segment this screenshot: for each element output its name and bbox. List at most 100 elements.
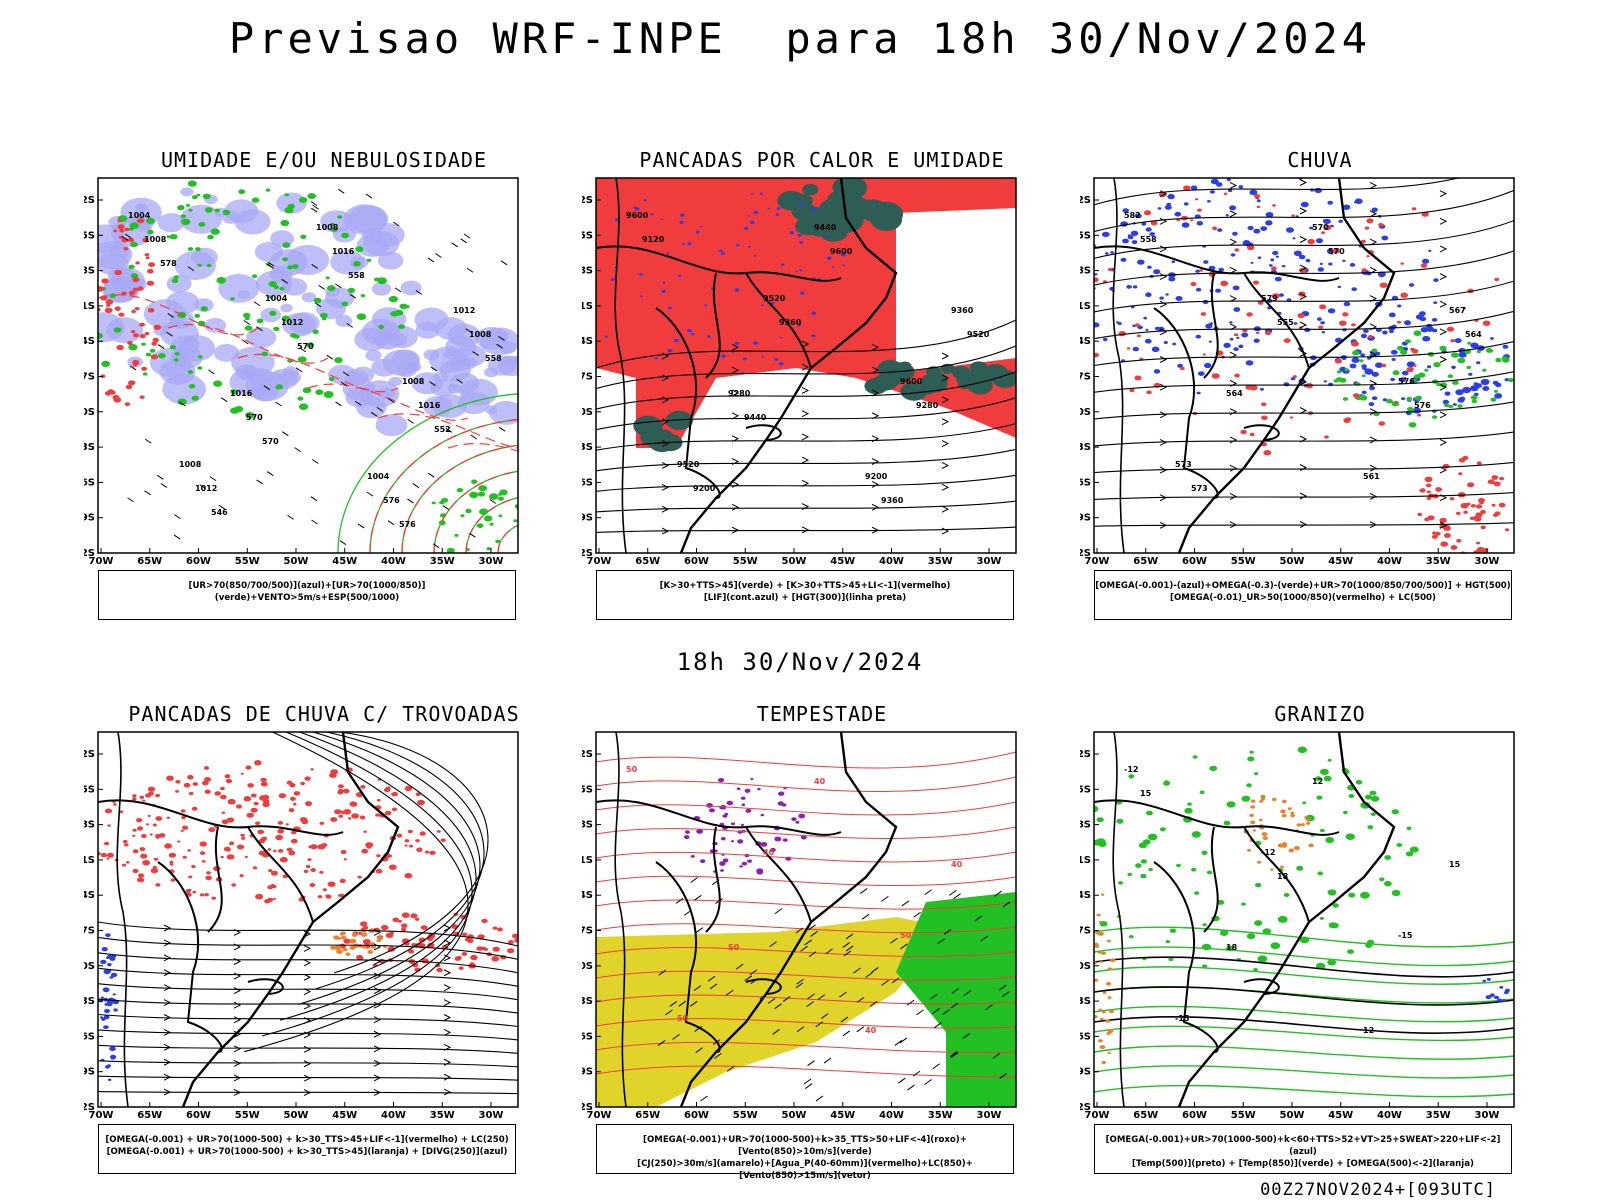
humidity-850-500-area (430, 379, 456, 397)
humidity-1000-850-contour (216, 277, 226, 284)
streamline-arrow (1229, 408, 1238, 416)
omega-humidity-area (1283, 382, 1290, 387)
omega-strong-area (1344, 368, 1349, 372)
wind-vector (435, 253, 442, 258)
severe-convection-area (720, 837, 726, 841)
wind-850-vector (807, 993, 815, 1000)
humidity-1000-850-contour (329, 222, 335, 226)
wind-vector (122, 236, 129, 241)
humidity-1000-850-contour (520, 507, 529, 513)
west-coastline (1112, 732, 1125, 1107)
contour-label: 1004 (128, 211, 151, 220)
humidity-1000-850-contour (328, 377, 335, 382)
omega-ur50-area (1400, 262, 1404, 265)
omega-humidity-area (1196, 221, 1204, 226)
wind-vector (310, 496, 318, 502)
omega-humidity-area (1419, 316, 1427, 322)
streamline-arrow (941, 374, 950, 382)
thunderstorm-area (226, 817, 235, 823)
lifted-index-contour (781, 263, 785, 266)
streamline-arrow (871, 480, 880, 488)
omega-humidity-area (1388, 312, 1396, 318)
humidity-1000-850-contour (191, 395, 199, 401)
omega-ur50-area (1368, 335, 1373, 339)
lon-tick-label: 55W (235, 1110, 260, 1121)
omega-humidity-area (1322, 219, 1327, 222)
lifted-index-contour (695, 230, 700, 234)
lifted-index-contour (655, 357, 658, 360)
streamline-arrow (941, 352, 950, 360)
humidity-1000-850-contour (499, 489, 508, 496)
streamline-arrow (1439, 300, 1448, 308)
contour-label: 9280 (728, 389, 751, 398)
omega-humidity-area (1379, 274, 1384, 278)
streamline-arrow (1299, 492, 1308, 500)
thunderstorm-area (267, 897, 274, 902)
thunderstorm-area (255, 893, 264, 900)
omega-500-area (1252, 829, 1257, 832)
wind-850-vector (881, 979, 889, 986)
red-contour-field (118, 312, 125, 317)
wind-850-vector (808, 924, 816, 931)
thunderstorm-area (359, 815, 366, 820)
contour-label: 1012 (453, 306, 475, 315)
omega-humidity-area (1233, 307, 1241, 312)
omega-ur50-area (1498, 502, 1506, 508)
divergence-250-area (112, 993, 116, 996)
omega-humidity-area (1130, 230, 1139, 236)
thunderstorm-area (166, 816, 170, 819)
streamline-250 (243, 732, 469, 1053)
streamline-arrow (303, 1089, 312, 1097)
temp-850-contour (1262, 928, 1272, 935)
wind-850-vector (744, 975, 753, 982)
severe-convection-area (741, 861, 748, 866)
omega-humidity-area (1457, 397, 1465, 403)
omega-humidity-area (1268, 264, 1273, 267)
thunderstorm-area (137, 877, 145, 883)
streamline-arrow (801, 340, 810, 348)
omega-humidity-area (1401, 370, 1409, 376)
thunderstorm-area (458, 966, 464, 970)
humidity-1000-850-contour (498, 514, 503, 518)
divergence-250-area (101, 1017, 106, 1021)
severe-convection-area (770, 847, 776, 852)
wind-850-vector (658, 969, 667, 976)
humidity-850-500-area (109, 244, 130, 259)
legend-line: [OMEGA(-0.001)+UR>70(1000-500)+k<60+TTS>… (1105, 1135, 1501, 1157)
ki-tts-area (900, 381, 928, 401)
lon-tick-label: 40W (381, 556, 406, 567)
contour-label: 18 (1226, 943, 1238, 952)
wind-850-vector (807, 1060, 815, 1067)
red-contour-field (150, 354, 159, 360)
contour-label: 564 (1465, 330, 1482, 339)
omega-500-area (1270, 868, 1274, 871)
streamline-arrow (1439, 438, 1448, 446)
omega-ur50-area (1321, 231, 1325, 234)
map-panel: PANCADAS POR CALOR E UMIDADE 9600 9520 9600… (582, 148, 1062, 628)
humidity-1000-850-contour (174, 352, 180, 356)
temp-850-contour (1254, 772, 1259, 776)
humidity-1000-850-contour (244, 325, 253, 331)
wind-vector (160, 483, 168, 488)
streamline-arrow (731, 389, 740, 397)
thunderstorm-area (180, 809, 186, 813)
humidity-1000-850-contour (213, 380, 223, 387)
omega-humidity-area (1256, 199, 1261, 203)
wind-vector (412, 483, 420, 489)
streamline-arrow (1229, 436, 1238, 444)
lifted-index-contour (704, 304, 708, 307)
lifted-index-contour (640, 295, 643, 298)
omega-humidity-area (1305, 258, 1311, 263)
severe-convection-area (750, 778, 754, 781)
omega-ur50-area (1379, 282, 1388, 288)
wind-850-vector (899, 1037, 908, 1044)
omega-500-area (1281, 813, 1287, 818)
streamline-arrow (373, 1074, 382, 1082)
omega-humidity-area (1135, 213, 1142, 219)
omega-500-area (1262, 836, 1268, 841)
streamline-arrow (801, 479, 810, 487)
wind-vector (144, 490, 151, 496)
wind-vector (318, 284, 325, 290)
contour-label: 1012 (195, 484, 217, 493)
omega-humidity-area (1145, 292, 1152, 297)
